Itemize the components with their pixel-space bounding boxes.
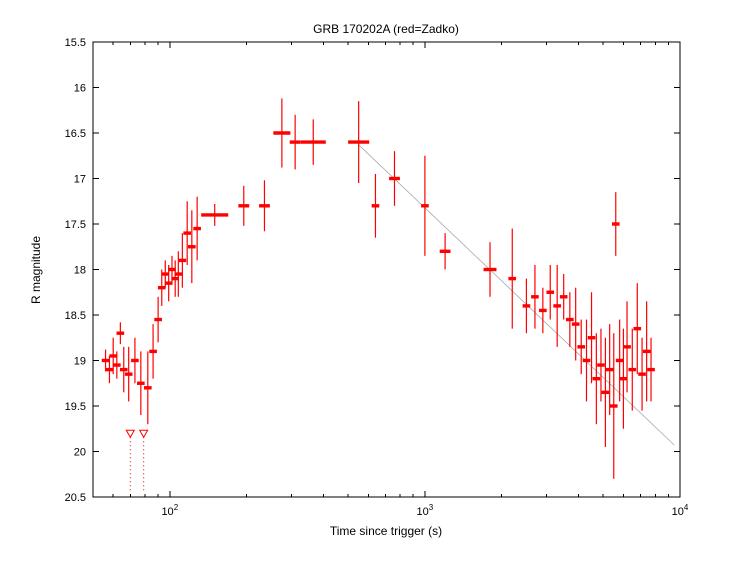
data-point — [601, 337, 610, 447]
data-point — [421, 155, 429, 256]
data-point — [566, 292, 574, 347]
axis-ticks-group — [92, 41, 681, 498]
data-point — [193, 196, 201, 261]
data-point — [289, 114, 301, 170]
y-tick-label: 16 — [74, 83, 86, 95]
data-point — [137, 351, 145, 416]
y-tick-label: 18 — [74, 265, 86, 277]
data-point — [582, 319, 591, 402]
data-point — [105, 355, 114, 384]
data-point — [178, 233, 187, 288]
data-point — [642, 301, 651, 402]
data-point — [611, 192, 620, 256]
axes-box — [92, 41, 681, 498]
data-point — [647, 337, 655, 402]
data-point — [615, 319, 624, 402]
data-point — [149, 324, 157, 379]
data-point — [131, 337, 139, 384]
x-tick-label: 104 — [672, 503, 689, 518]
y-tick-label: 16.5 — [65, 128, 86, 140]
data-point — [371, 173, 380, 238]
data-point — [143, 351, 152, 425]
data-point — [587, 292, 596, 384]
y-tick-label: 19 — [74, 356, 86, 368]
data-point — [116, 322, 125, 345]
data-point — [273, 98, 291, 168]
tick-labels-group: 102 103 104 15.5 16 16.5 17 17.5 18 18.5 19 19.5 20 2… — [65, 37, 689, 518]
data-point — [439, 233, 451, 270]
data-point — [348, 101, 370, 184]
y-tick-label: 17.5 — [65, 219, 86, 231]
data-point — [592, 333, 601, 425]
data-point — [259, 180, 270, 232]
data-point — [154, 296, 162, 343]
data-point — [633, 283, 642, 375]
data-point — [577, 319, 586, 375]
data-point — [188, 210, 196, 284]
data-point — [571, 287, 580, 361]
data-point — [553, 264, 561, 347]
chart-title: GRB 170202A (red=Zadko) — [313, 22, 459, 36]
x-tick-label: 102 — [161, 503, 178, 518]
data-point — [174, 251, 183, 297]
data-point — [183, 201, 191, 265]
data-point — [531, 264, 539, 329]
y-tick-label: 20 — [74, 447, 86, 459]
data-point — [201, 203, 229, 226]
down-triangle-icon — [138, 429, 149, 439]
y-tick-label: 20.5 — [65, 492, 86, 504]
data-point — [389, 151, 400, 206]
data-point — [597, 328, 605, 402]
x-tick-label: 103 — [417, 503, 434, 518]
data-point — [539, 287, 547, 334]
y-tick-label: 18.5 — [65, 310, 86, 322]
upper-limit-marker — [125, 429, 136, 493]
y-tick-label: 19.5 — [65, 401, 86, 413]
data-point — [623, 301, 631, 393]
data-point — [238, 185, 250, 226]
data-point — [113, 351, 121, 379]
data-point — [300, 119, 326, 165]
data-point — [522, 278, 531, 334]
data-point — [605, 324, 614, 416]
data-point — [546, 264, 555, 320]
down-triangle-icon — [125, 429, 136, 439]
data-point — [124, 346, 133, 402]
y-tick-label: 15.5 — [65, 37, 86, 49]
upper-limit-marker — [138, 429, 149, 493]
data-point — [619, 328, 628, 429]
data-points-group — [101, 98, 655, 479]
data-point — [101, 349, 110, 372]
data-point — [119, 346, 128, 393]
y-tick-label: 17 — [74, 174, 86, 186]
data-point — [628, 328, 637, 411]
x-axis-label: Time since trigger (s) — [329, 524, 443, 538]
data-point — [483, 242, 497, 297]
data-point — [508, 228, 517, 329]
data-point — [109, 337, 118, 375]
data-point — [638, 337, 646, 411]
y-axis-label: R magnitude — [29, 235, 43, 305]
fit-line — [358, 144, 675, 446]
data-point — [609, 333, 618, 479]
data-point — [559, 274, 568, 320]
